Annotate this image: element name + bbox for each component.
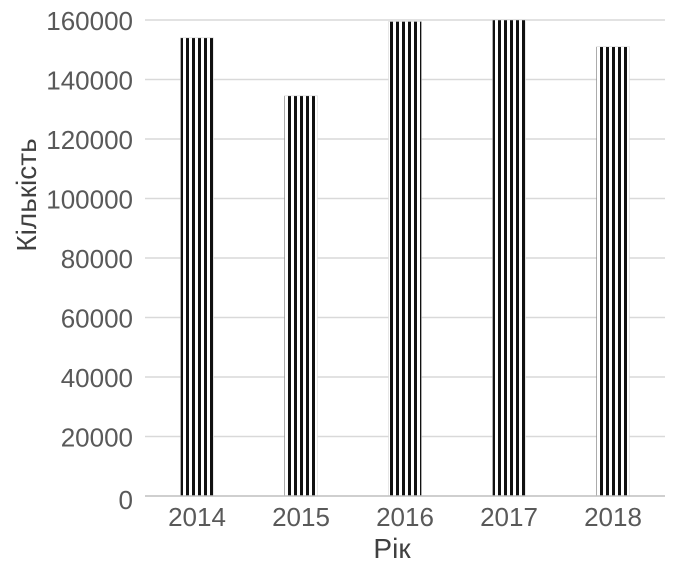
y-tick-label: 100000: [46, 185, 133, 215]
x-axis-title: Рік: [373, 533, 411, 564]
bars: [180, 19, 630, 497]
x-tick-label: 2016: [376, 502, 434, 532]
y-tick-label: 80000: [61, 244, 133, 274]
bar: [596, 46, 630, 497]
bar: [388, 21, 422, 497]
y-tick-label: 20000: [61, 423, 133, 453]
bar: [284, 95, 318, 497]
bar: [180, 37, 214, 497]
y-tick-label: 0: [119, 485, 133, 515]
y-tick-label: 40000: [61, 363, 133, 393]
y-axis-title: Кількість: [11, 138, 42, 251]
y-axis-ticks: 0 20000 40000 60000 80000 100000 120000 140000 1…: [46, 6, 133, 515]
x-tick-label: 2014: [168, 502, 226, 532]
x-axis-ticks: 2014 2015 2016 2017 2018: [168, 502, 642, 532]
x-tick-label: 2015: [272, 502, 330, 532]
y-tick-label: 120000: [46, 125, 133, 155]
x-tick-label: 2017: [480, 502, 538, 532]
y-tick-label: 160000: [46, 6, 133, 36]
y-tick-label: 140000: [46, 66, 133, 96]
bar: [492, 19, 526, 497]
y-tick-label: 60000: [61, 304, 133, 334]
x-tick-label: 2018: [584, 502, 642, 532]
